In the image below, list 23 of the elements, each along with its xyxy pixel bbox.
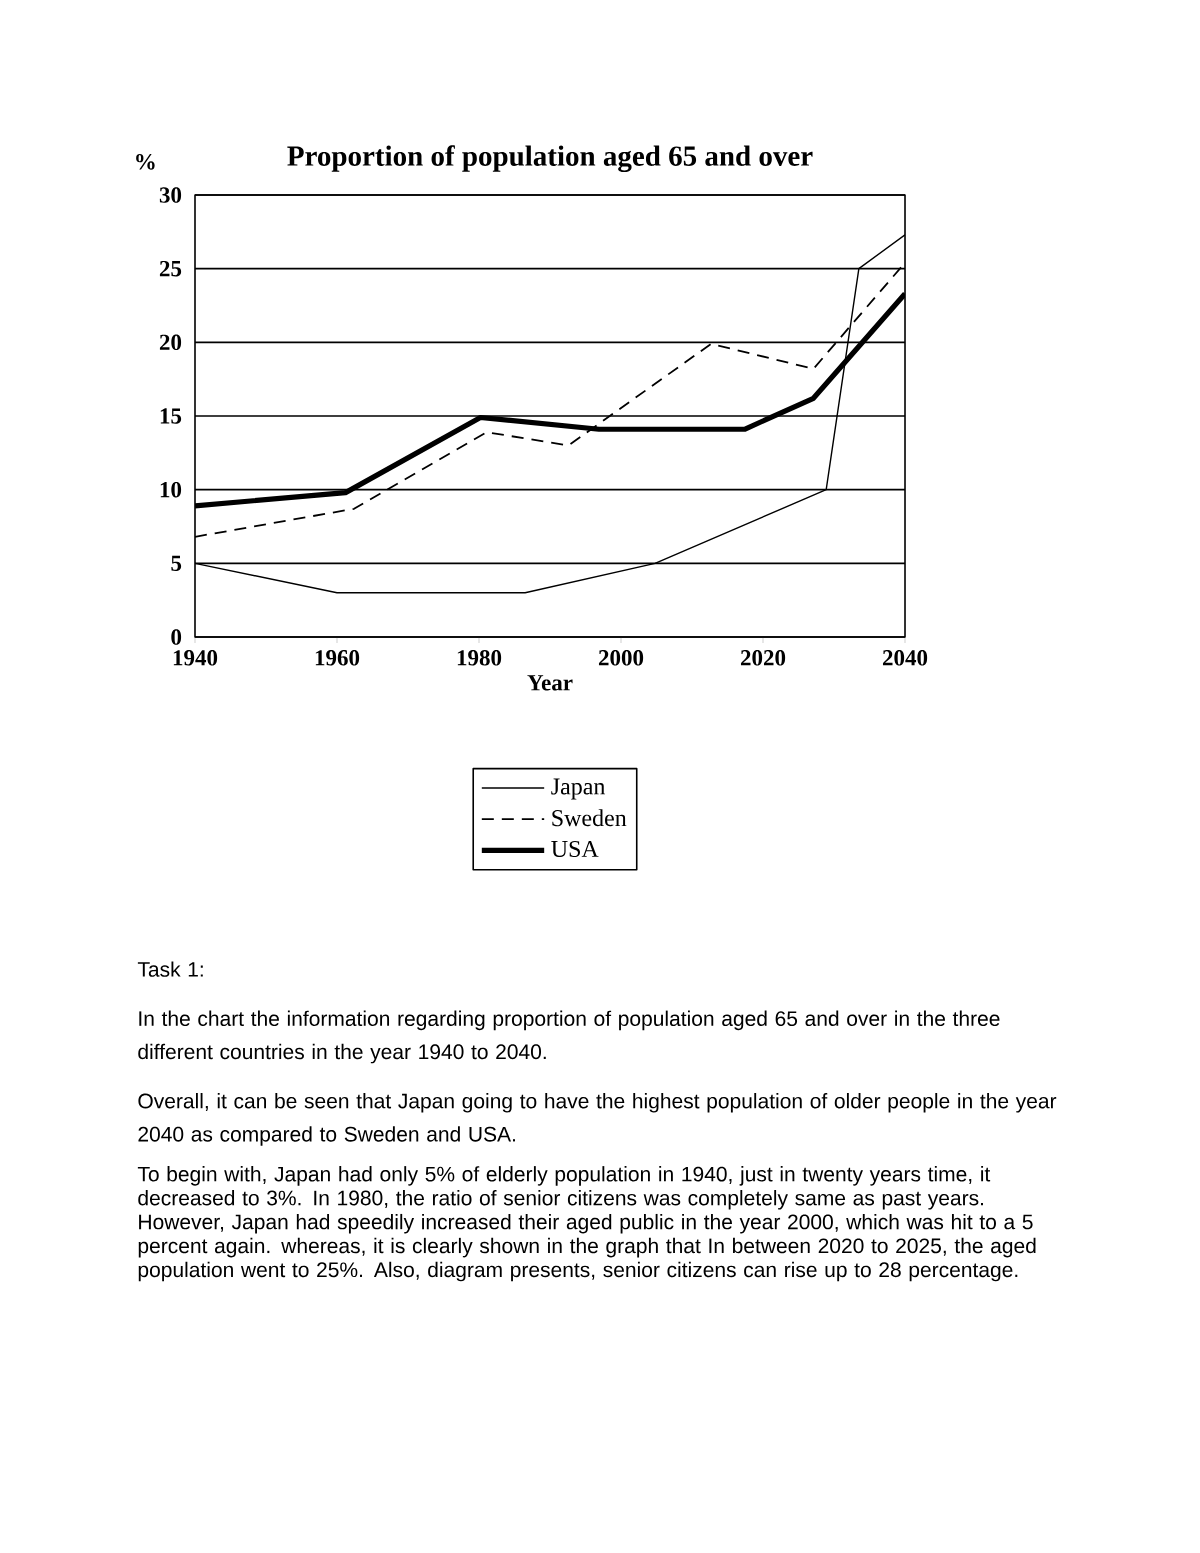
x-tick-label: 2000 (598, 650, 644, 666)
x-tick-label: 2020 (740, 650, 786, 666)
x-tick-label: 1960 (315, 650, 360, 666)
y-tick-label: 10 (160, 481, 182, 498)
x-axis-title: Year (527, 675, 573, 691)
y-tick-label: 5 (171, 555, 182, 571)
text: Overall, it can be seen that Japan going to have the highest population of older people in the year 2040 as compared to Sweden and USA. (138, 1093, 1057, 1146)
y-tick-label: 25 (159, 260, 182, 277)
text: Task 1: (137, 961, 203, 977)
chart-title: Proportion of population aged 65 and over (287, 145, 813, 173)
y-tick-label: 0 (171, 629, 182, 645)
legend-label: Japan (551, 778, 606, 800)
x-tick-label: 2040 (882, 650, 928, 666)
legend-label: Sweden (552, 809, 627, 827)
y-axis-title: % (136, 154, 155, 170)
y-tick-label: 20 (159, 334, 182, 351)
x-tick-label: 1980 (457, 650, 502, 666)
legend-label: USA (551, 840, 599, 858)
x-tick-label: 1940 (173, 650, 218, 666)
text: In the chart the information regarding proportion of population aged 65 and over in the three different countries in the year 1940 to 2040. (138, 1010, 1000, 1064)
y-tick-label: 15 (160, 408, 182, 424)
y-tick-label: 30 (159, 187, 182, 203)
text: To begin with, Japan had only 5% of elderly population in 1940, just in twenty years time, it decreased to 3%. In 1980, the ratio of senior citizens was completely same as past years. However, Japan had speedily increased their aged public in the year 2000, which was hit to a 5 percent again. whereas, it is clearly shown in the graph that In between 2020 to 2025, the aged population went to 25%. Also, diagram presents, senior citizens can rise up to 28 percentage. (137, 1166, 1036, 1282)
